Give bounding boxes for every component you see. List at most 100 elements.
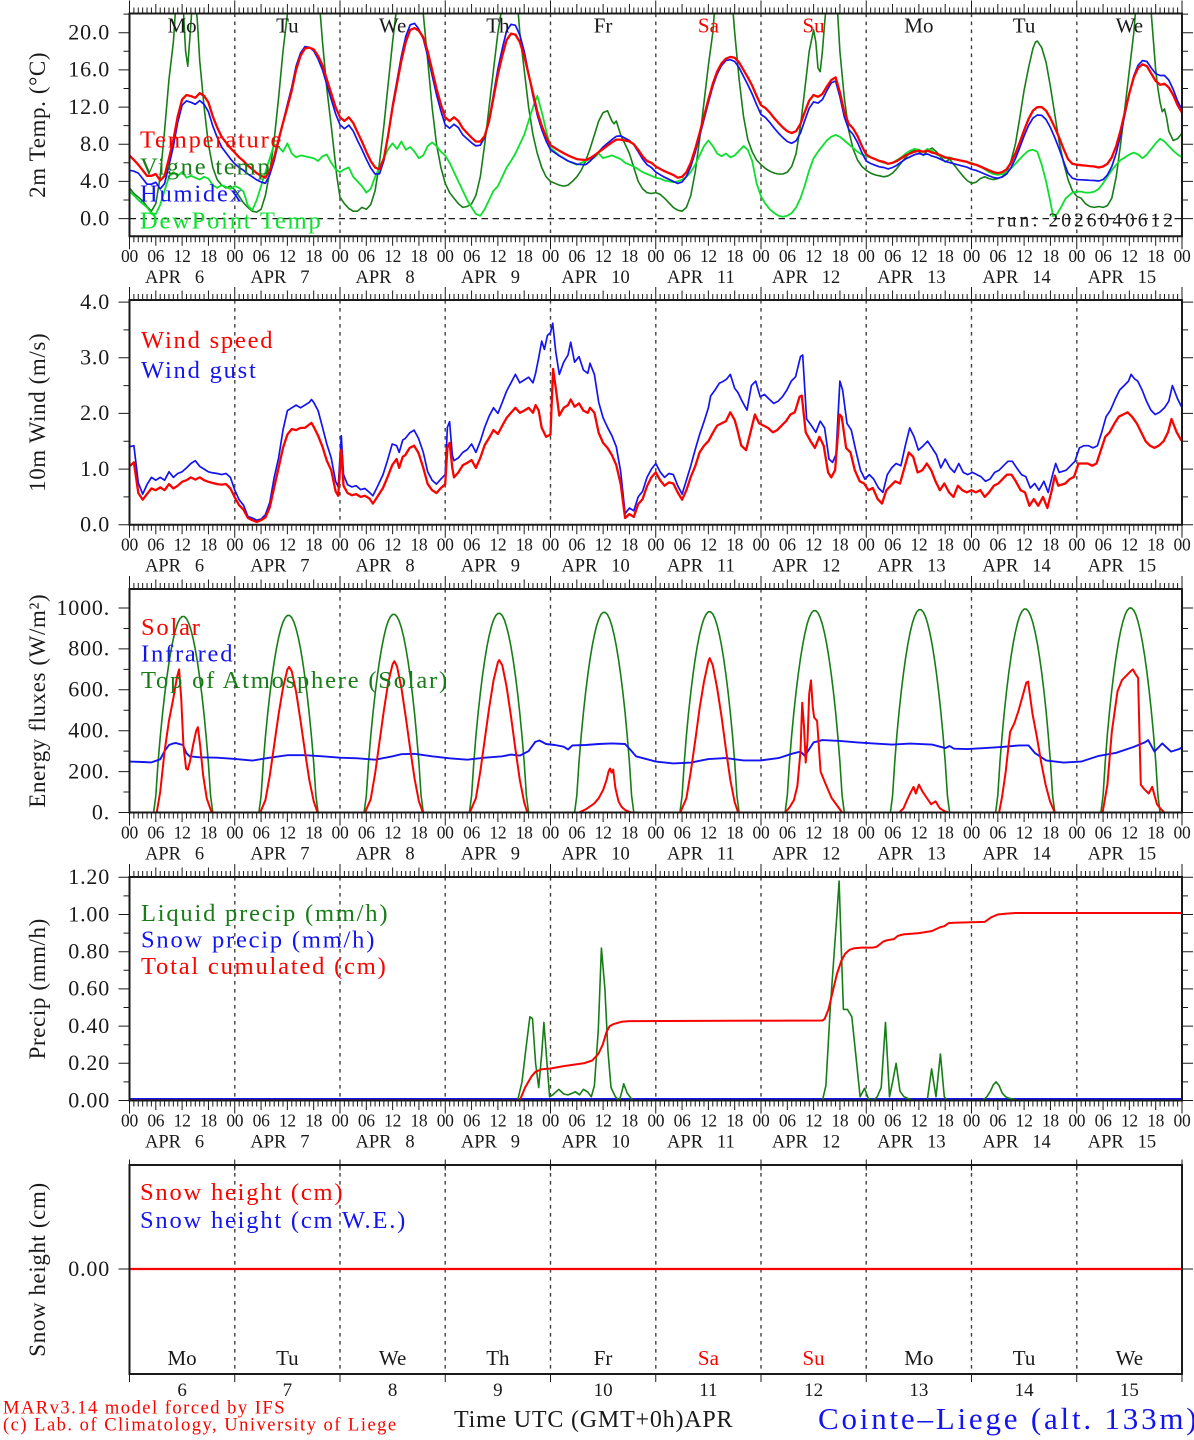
svg-text:12: 12: [700, 535, 717, 555]
svg-text:APR 12: APR 12: [772, 845, 840, 865]
svg-text:Wind gust: Wind gust: [141, 357, 258, 384]
svg-text:18: 18: [937, 535, 954, 555]
svg-text:06: 06: [147, 823, 164, 843]
svg-text:18: 18: [726, 823, 743, 843]
svg-text:APR 9: APR 9: [461, 845, 520, 865]
svg-text:12: 12: [805, 1111, 822, 1131]
svg-text:12: 12: [805, 823, 822, 843]
svg-text:18: 18: [410, 1111, 427, 1131]
svg-text:00: 00: [1174, 823, 1191, 843]
svg-text:06: 06: [779, 246, 796, 266]
svg-text:18: 18: [621, 1111, 638, 1131]
svg-text:APR 8: APR 8: [356, 268, 415, 288]
svg-text:00: 00: [437, 823, 454, 843]
svg-text:APR 11: APR 11: [667, 845, 735, 865]
svg-text:06: 06: [358, 535, 375, 555]
svg-text:18: 18: [621, 246, 638, 266]
svg-text:00: 00: [963, 246, 980, 266]
svg-text:00: 00: [1068, 823, 1085, 843]
svg-text:00: 00: [542, 1111, 559, 1131]
svg-text:APR 14: APR 14: [982, 845, 1050, 865]
svg-text:06: 06: [674, 823, 691, 843]
svg-text:APR 15: APR 15: [1088, 1133, 1156, 1153]
svg-text:1.20: 1.20: [68, 864, 110, 889]
svg-text:18: 18: [1147, 1111, 1164, 1131]
svg-text:06: 06: [884, 1111, 901, 1131]
svg-text:APR 7: APR 7: [250, 845, 309, 865]
svg-text:Snow height (cm): Snow height (cm): [140, 1179, 344, 1206]
svg-text:12: 12: [384, 823, 401, 843]
svg-text:We: We: [1116, 14, 1143, 38]
svg-text:12: 12: [805, 535, 822, 555]
svg-text:APR 10: APR 10: [561, 268, 629, 288]
svg-text:00: 00: [753, 823, 770, 843]
svg-text:18: 18: [831, 246, 848, 266]
svg-text:06: 06: [1095, 535, 1112, 555]
svg-text:06: 06: [1095, 246, 1112, 266]
svg-text:18: 18: [410, 535, 427, 555]
svg-text:Sa: Sa: [698, 14, 720, 38]
svg-text:00: 00: [647, 1111, 664, 1131]
svg-text:Th: Th: [486, 1346, 510, 1370]
svg-text:12: 12: [700, 246, 717, 266]
svg-text:Mo: Mo: [168, 14, 197, 38]
svg-text:8.0: 8.0: [80, 131, 110, 156]
svg-text:18: 18: [726, 1111, 743, 1131]
svg-text:18: 18: [1147, 823, 1164, 843]
svg-text:12: 12: [174, 823, 191, 843]
svg-text:APR 14: APR 14: [982, 1133, 1050, 1153]
svg-text:Wind speed: Wind speed: [141, 327, 274, 354]
svg-text:0.20: 0.20: [68, 1050, 110, 1075]
svg-text:1000.: 1000.: [57, 595, 111, 620]
svg-text:run: 2026040612: run: 2026040612: [997, 211, 1176, 232]
svg-text:We: We: [379, 14, 406, 38]
svg-text:18: 18: [726, 246, 743, 266]
svg-text:00: 00: [226, 1111, 243, 1131]
svg-text:0.60: 0.60: [68, 976, 110, 1001]
svg-text:13: 13: [909, 1380, 928, 1401]
svg-text:18: 18: [516, 1111, 533, 1131]
svg-text:18: 18: [831, 535, 848, 555]
svg-text:00: 00: [963, 823, 980, 843]
svg-text:APR 13: APR 13: [877, 557, 945, 577]
svg-text:APR 6: APR 6: [145, 557, 204, 577]
svg-text:APR 10: APR 10: [561, 1133, 629, 1153]
svg-text:00: 00: [753, 535, 770, 555]
svg-text:00: 00: [121, 535, 138, 555]
svg-text:12: 12: [279, 1111, 296, 1131]
svg-text:Total cumulated (cm): Total cumulated (cm): [141, 953, 388, 980]
svg-text:12: 12: [1121, 823, 1138, 843]
svg-text:12: 12: [489, 535, 506, 555]
svg-text:12: 12: [910, 246, 927, 266]
svg-text:12: 12: [804, 1380, 823, 1401]
svg-text:12: 12: [1016, 1111, 1033, 1131]
svg-text:18: 18: [516, 246, 533, 266]
svg-text:12: 12: [174, 246, 191, 266]
svg-text:06: 06: [568, 535, 585, 555]
svg-text:06: 06: [147, 1111, 164, 1131]
svg-text:APR 7: APR 7: [250, 268, 309, 288]
svg-text:APR 8: APR 8: [356, 557, 415, 577]
svg-text:APR 11: APR 11: [667, 268, 735, 288]
svg-text:18: 18: [831, 823, 848, 843]
svg-text:00: 00: [121, 823, 138, 843]
svg-text:06: 06: [674, 246, 691, 266]
svg-text:Sa: Sa: [698, 1346, 720, 1370]
svg-text:APR 13: APR 13: [877, 845, 945, 865]
svg-text:00: 00: [542, 535, 559, 555]
svg-text:18: 18: [410, 823, 427, 843]
svg-text:Time UTC (GMT+0h)APR: Time UTC (GMT+0h)APR: [454, 1407, 733, 1433]
svg-text:1.00: 1.00: [68, 901, 110, 926]
svg-text:12: 12: [595, 535, 612, 555]
svg-text:2m Temp. (°C): 2m Temp. (°C): [25, 52, 50, 198]
svg-text:DewPoint Temp: DewPoint Temp: [140, 208, 323, 235]
svg-text:00: 00: [858, 246, 875, 266]
svg-text:Su: Su: [803, 1346, 826, 1370]
svg-text:1.0: 1.0: [80, 456, 110, 481]
svg-text:00: 00: [753, 246, 770, 266]
svg-text:00: 00: [226, 246, 243, 266]
svg-text:18: 18: [200, 1111, 217, 1131]
svg-text:12: 12: [910, 535, 927, 555]
svg-text:Tu: Tu: [1013, 1346, 1036, 1370]
svg-text:12: 12: [910, 823, 927, 843]
